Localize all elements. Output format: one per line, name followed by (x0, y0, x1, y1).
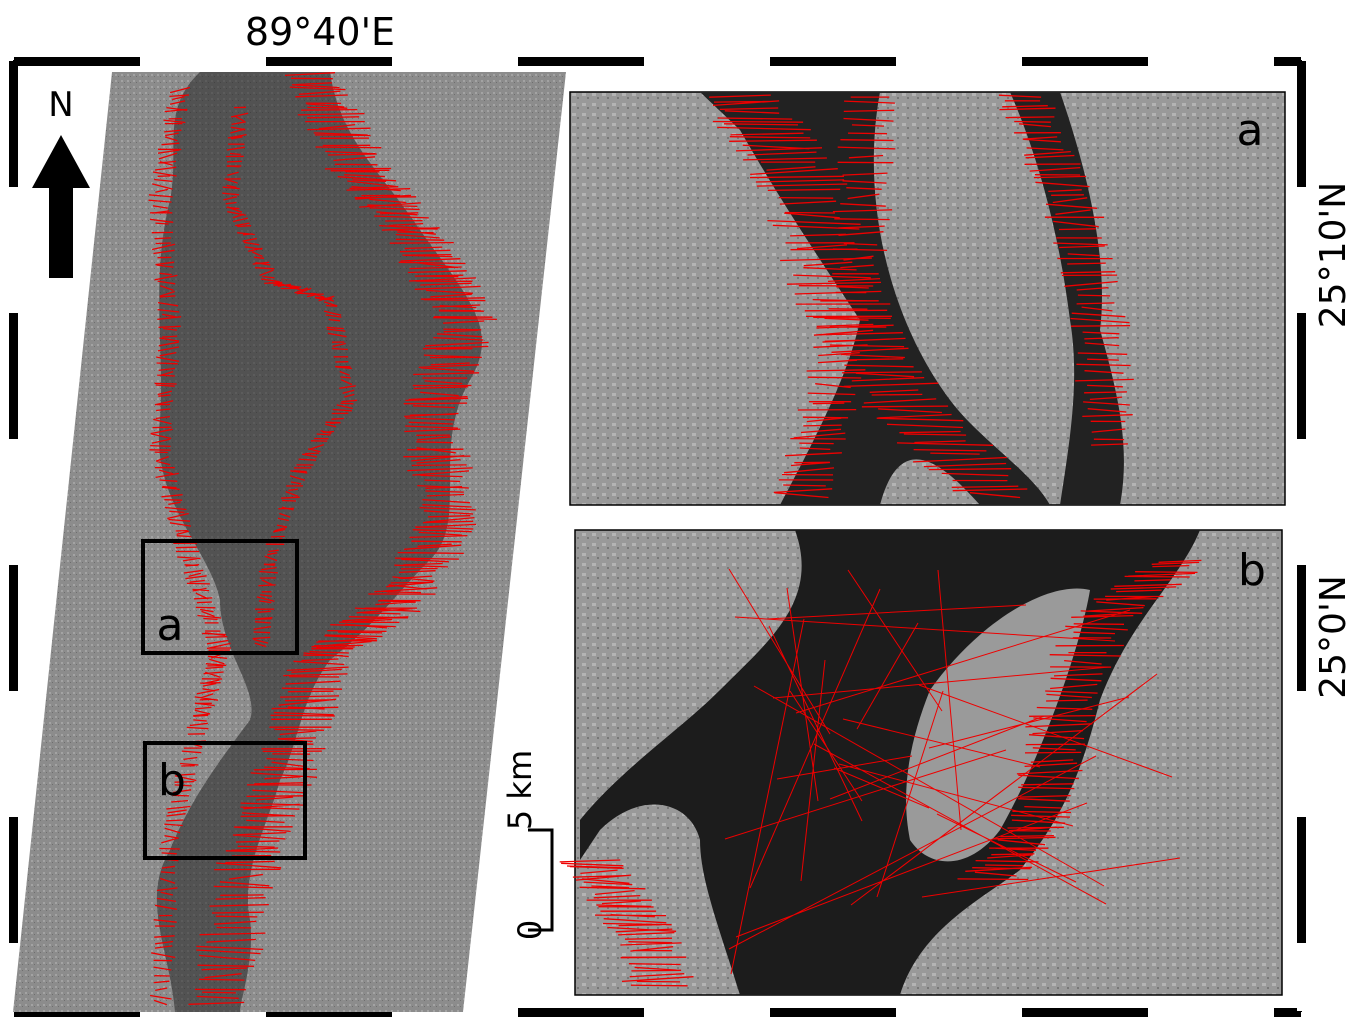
frame-segment (266, 57, 392, 66)
frame-segment (9, 691, 18, 817)
inset-label-a: a (1237, 105, 1264, 156)
north-arrow-shape (32, 135, 90, 278)
frame-segment (644, 1008, 770, 1017)
frame-segment (1297, 439, 1306, 565)
transect-lines (957, 559, 1202, 881)
frame-segment (9, 817, 18, 943)
frame-segment (140, 57, 266, 66)
frame-segment (1022, 57, 1148, 66)
scale-label-distance: 5 km (501, 750, 539, 830)
frame-segment (1148, 1008, 1274, 1017)
frame-segment (1148, 57, 1274, 66)
inset-b-island (906, 588, 1090, 862)
frame-segment (1297, 565, 1306, 691)
frame-segment (518, 57, 644, 66)
longitude-label: 89°40'E (245, 10, 395, 54)
north-label: N (48, 85, 73, 125)
frame-segment (14, 1008, 140, 1017)
frame-segment (1022, 1008, 1148, 1017)
scale-bar-line (528, 828, 554, 932)
transect-lines (188, 72, 497, 1005)
frame-segment (770, 57, 896, 66)
frame-segment (1297, 187, 1306, 313)
frame-segment (1297, 691, 1306, 817)
frame-segment (1297, 313, 1306, 439)
frame-segment (896, 1008, 1022, 1017)
transect-lines (773, 96, 896, 499)
frame-segment (1297, 61, 1306, 187)
box-label-b: b (158, 755, 186, 806)
transect-lines (709, 94, 1028, 499)
inset-box-a (141, 539, 299, 655)
frame-segment (1297, 817, 1306, 943)
frame-segment (644, 57, 770, 66)
frame-segment (1274, 57, 1301, 66)
frame-segment (266, 1008, 392, 1017)
inset-box-b (143, 741, 307, 860)
transect-lines (222, 106, 358, 648)
frame-segment (9, 565, 18, 691)
map-frame (9, 57, 1306, 1017)
frame-segment (1297, 943, 1306, 1011)
frame-segment (770, 1008, 896, 1017)
north-arrow: N (32, 85, 90, 278)
centerline-transects (148, 72, 497, 1006)
transect-lines (998, 94, 1134, 446)
latitude-label: 25°10'N (1313, 182, 1354, 328)
latitude-label: 25°0'N (1313, 575, 1354, 699)
inset-b: b (559, 529, 1283, 996)
inset-a-transects (709, 94, 1134, 499)
inset-a-river (1010, 92, 1124, 505)
frame-segment (392, 1008, 518, 1017)
box-label-a: a (157, 600, 184, 651)
scale-bar: 0 5 km (501, 750, 554, 940)
scale-label-zero: 0 (511, 920, 549, 940)
frame-segment (14, 57, 140, 66)
frame-segment (9, 439, 18, 565)
inset-a-river (700, 92, 1050, 505)
frame-segment (896, 57, 1022, 66)
inset-a: a (569, 91, 1286, 506)
frame-segment (9, 943, 18, 1011)
transect-lines (724, 568, 1181, 975)
inset-b-transects (559, 559, 1202, 987)
frame-segment (1274, 1008, 1301, 1017)
frame-segment (518, 1008, 644, 1017)
frame-segment (392, 57, 518, 66)
transect-lines (559, 859, 694, 987)
frame-segment (140, 1008, 266, 1017)
frame-segment (9, 313, 18, 439)
frame-segment (9, 187, 18, 313)
river-channel (156, 72, 482, 1012)
inset-label-b: b (1238, 545, 1266, 596)
frame-segment (9, 61, 18, 187)
